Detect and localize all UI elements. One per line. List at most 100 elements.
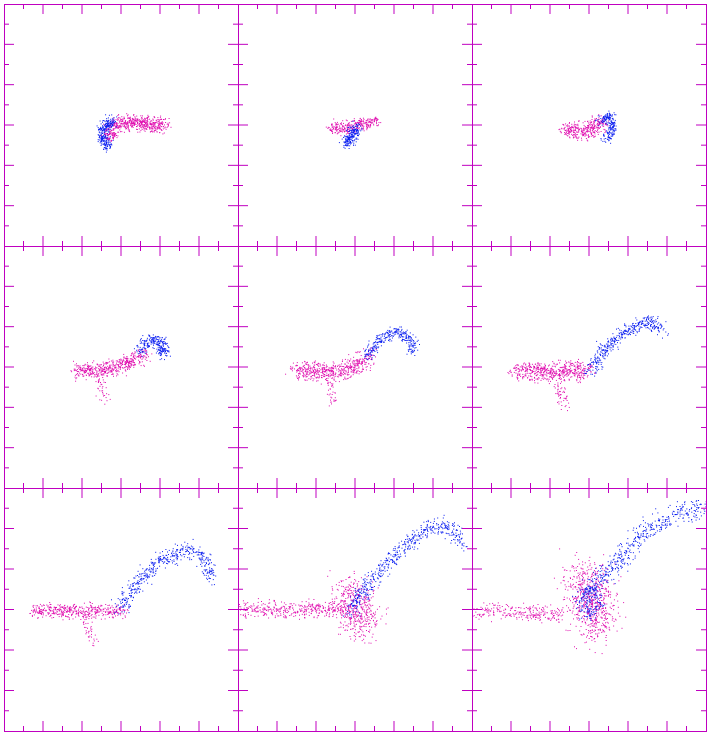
- particle: [583, 378, 585, 380]
- particle: [101, 387, 103, 389]
- particle: [357, 135, 359, 137]
- particle: [380, 336, 382, 338]
- particle: [593, 136, 595, 138]
- particle: [311, 377, 313, 379]
- particle: [614, 114, 616, 116]
- particle: [314, 372, 316, 374]
- particle: [398, 335, 400, 337]
- particle: [352, 359, 354, 361]
- particle: [383, 337, 385, 339]
- particle: [602, 123, 604, 125]
- particle: [139, 361, 141, 363]
- particle: [104, 133, 106, 135]
- particle: [606, 121, 608, 123]
- particle: [158, 121, 160, 123]
- particle: [161, 121, 163, 123]
- particle: [633, 326, 635, 328]
- particle: [562, 370, 563, 372]
- particle: [359, 358, 361, 360]
- particle: [109, 131, 111, 132]
- particle: [158, 128, 160, 130]
- particle: [104, 136, 106, 138]
- particle: [529, 365, 531, 367]
- particle: [123, 116, 125, 118]
- particle: [515, 372, 517, 374]
- particle: [105, 125, 107, 127]
- particle: [85, 367, 87, 369]
- particle: [389, 338, 391, 340]
- particle: [524, 367, 526, 369]
- particle: [116, 126, 117, 128]
- particle: [601, 349, 603, 351]
- particle: [562, 373, 564, 375]
- particle: [534, 382, 536, 384]
- particle: [413, 349, 415, 351]
- particle: [108, 141, 110, 143]
- particle: [348, 128, 350, 130]
- particle: [108, 119, 110, 121]
- particle: [312, 370, 314, 372]
- particle: [311, 367, 313, 369]
- particle: [124, 126, 126, 128]
- particle: [613, 133, 615, 135]
- particle: [640, 324, 642, 325]
- particle: [143, 120, 145, 122]
- particle: [598, 368, 600, 370]
- particle: [352, 125, 354, 127]
- particle: [520, 375, 522, 377]
- particle: [607, 116, 609, 118]
- particle: [295, 365, 297, 367]
- particle: [147, 116, 149, 118]
- particle: [111, 367, 113, 369]
- particle: [591, 125, 593, 127]
- particle: [557, 385, 559, 387]
- particle: [47, 612, 49, 614]
- particle: [553, 375, 555, 377]
- particle: [345, 144, 347, 146]
- particle: [347, 366, 349, 368]
- particle: [571, 133, 573, 135]
- particle: [99, 129, 101, 130]
- particle: [412, 342, 414, 344]
- particle: [329, 129, 331, 131]
- particle: [602, 355, 604, 357]
- particle: [367, 119, 369, 120]
- particle: [565, 374, 567, 376]
- particle: [340, 372, 341, 374]
- particle: [562, 372, 564, 374]
- particle: [572, 362, 573, 364]
- particle: [545, 374, 547, 376]
- particle: [519, 369, 520, 371]
- particle: [526, 368, 528, 370]
- particle: [146, 340, 148, 342]
- particle: [328, 369, 330, 371]
- particle: [155, 125, 157, 127]
- particle: [98, 131, 100, 133]
- particle: [139, 119, 140, 121]
- particle: [393, 334, 395, 336]
- particle: [354, 126, 356, 128]
- particle: [563, 127, 565, 129]
- particle: [312, 375, 314, 376]
- particle: [641, 322, 643, 324]
- particle: [102, 393, 104, 395]
- particle: [564, 364, 566, 366]
- particle: [146, 360, 148, 361]
- particle: [323, 364, 325, 366]
- particle: [102, 143, 104, 145]
- particle: [332, 374, 334, 376]
- panel-frame: [4, 4, 239, 247]
- particle: [141, 128, 143, 130]
- particle: [128, 362, 130, 364]
- particle: [102, 377, 104, 378]
- particle: [123, 353, 125, 355]
- particle: [653, 325, 655, 327]
- ticks: [4, 246, 238, 488]
- particle: [108, 139, 110, 141]
- particle: [564, 372, 566, 374]
- particle: [350, 133, 352, 135]
- particle: [609, 123, 611, 124]
- particle: [632, 322, 634, 324]
- particle: [597, 121, 599, 123]
- particle: [123, 123, 125, 125]
